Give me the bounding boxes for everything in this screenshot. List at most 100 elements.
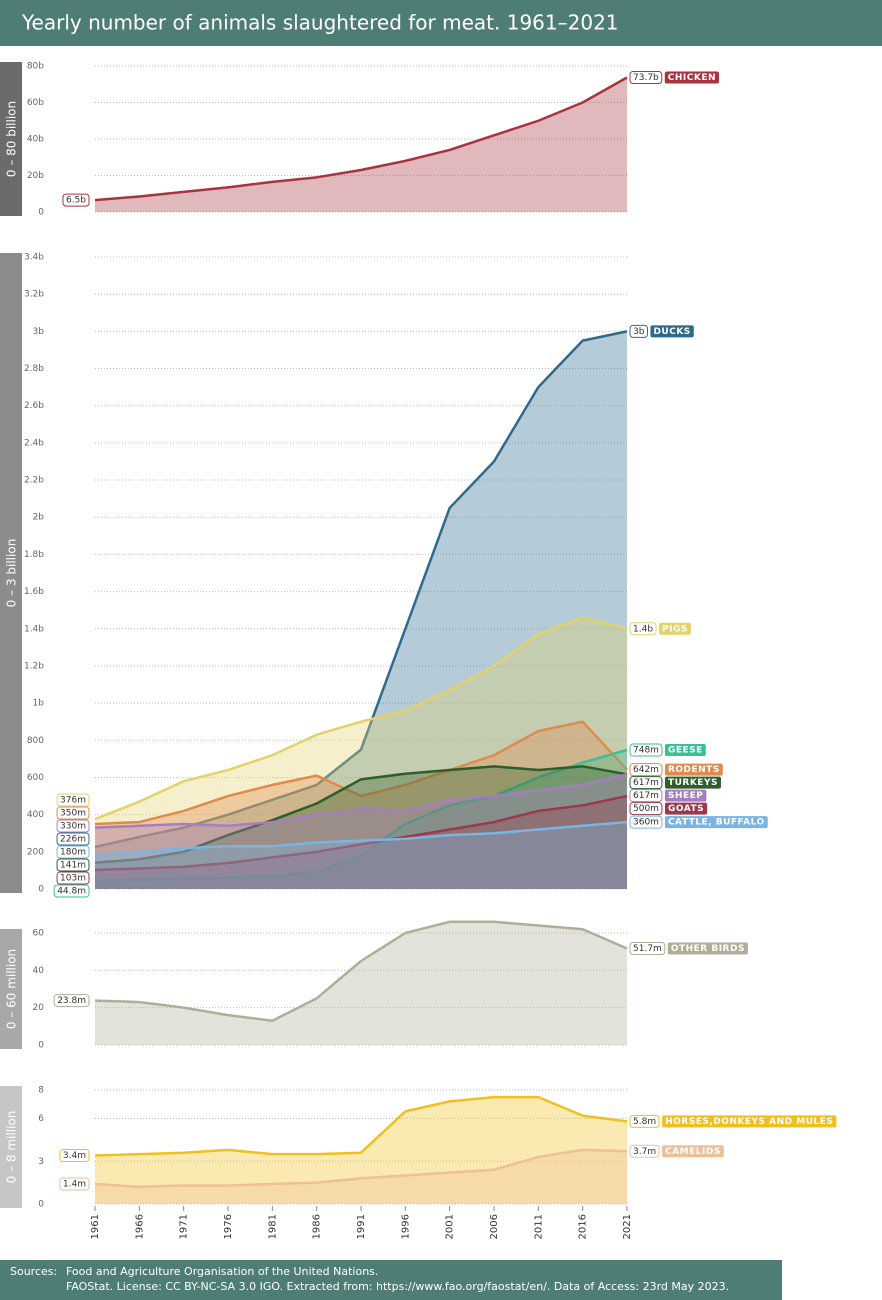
y-tick-label: 800	[27, 736, 44, 746]
value-label-box	[629, 622, 657, 636]
value-label-box	[56, 806, 90, 820]
footer-bar	[0, 1260, 782, 1300]
value-label-box	[59, 1177, 90, 1191]
footer-label: Sources:	[10, 1265, 57, 1278]
y-tick-label: 1.8b	[24, 550, 44, 560]
value-label: 360m	[633, 818, 659, 828]
y-tick-label: 20	[33, 1003, 45, 1013]
legend-label: PIGS	[662, 624, 688, 634]
footer-line: FAOStat. License: CC BY-NC-SA 3.0 IGO. E…	[66, 1280, 729, 1293]
scale-bar	[0, 1086, 22, 1208]
y-tick-label: 0	[38, 208, 44, 218]
value-label: 617m	[633, 778, 659, 788]
area	[95, 1097, 627, 1204]
area	[95, 822, 627, 889]
x-tick-label: 2011	[533, 1214, 544, 1239]
area	[95, 796, 627, 889]
legend-label: GEESE	[668, 745, 703, 755]
legend-box	[650, 325, 694, 338]
y-tick-label: 0	[38, 1041, 44, 1051]
line	[94, 616, 628, 821]
y-tick-label: 8	[38, 1086, 44, 1096]
y-tick-label: 1.6b	[24, 587, 44, 597]
value-label-box	[53, 994, 90, 1008]
value-label: 350m	[60, 809, 86, 819]
y-tick-label: 2.4b	[24, 438, 44, 448]
y-tick-label: 1.4b	[24, 624, 44, 634]
y-tick-label: 200	[27, 847, 44, 857]
legend-box	[662, 1115, 837, 1128]
legend-box	[664, 776, 721, 789]
value-label: 141m	[60, 861, 86, 871]
value-label-box	[629, 789, 663, 803]
x-tick-label: 2001	[445, 1214, 456, 1239]
legend-box	[664, 816, 768, 829]
scale-bar	[0, 62, 22, 216]
value-label-box	[56, 845, 90, 859]
area	[95, 1149, 627, 1204]
x-tick-label: 1976	[223, 1214, 234, 1239]
value-label-box	[56, 871, 90, 885]
value-label-box	[59, 1149, 90, 1163]
legend-label: DUCKS	[653, 327, 690, 337]
value-label: 1.4b	[633, 624, 653, 634]
legend-label: TURKEYS	[668, 778, 718, 788]
value-label: 330m	[60, 822, 86, 832]
legend-label: SHEEP	[668, 791, 703, 801]
value-label-box	[56, 819, 90, 833]
x-tick-label: 1991	[356, 1214, 367, 1239]
y-tick-label: 2.8b	[24, 364, 44, 374]
y-tick-label: 40	[33, 966, 45, 976]
scale-label: 0 – 3 billion	[5, 539, 19, 608]
x-tick-label: 2016	[578, 1214, 589, 1239]
value-label-box	[629, 763, 663, 777]
line	[94, 330, 628, 849]
y-tick-label: 400	[27, 810, 44, 820]
chart-title: Yearly number of animals slaughtered for…	[21, 11, 619, 35]
x-tick-label: 1966	[134, 1214, 145, 1239]
x-tick-label: 1961	[90, 1214, 101, 1239]
y-tick-label: 20b	[27, 171, 44, 181]
value-label: 500m	[633, 804, 659, 814]
line	[94, 720, 628, 826]
line	[94, 794, 628, 872]
value-label: 3.7m	[633, 1147, 656, 1157]
y-tick-label: 60	[33, 929, 45, 939]
value-label-box	[62, 193, 90, 207]
area	[95, 921, 627, 1045]
scale-bar	[0, 929, 22, 1049]
y-tick-label: 1.2b	[24, 661, 44, 671]
y-tick-label: 0	[38, 885, 44, 895]
line	[94, 76, 628, 202]
legend-box	[662, 1145, 724, 1158]
line	[94, 765, 628, 865]
x-tick-label: 1971	[179, 1214, 190, 1239]
value-label: 5.8m	[633, 1117, 656, 1127]
title-bar	[0, 0, 882, 46]
value-label: 51.7m	[633, 944, 662, 954]
value-label: 3.4m	[63, 1151, 86, 1161]
value-label: 44.8m	[57, 887, 86, 897]
value-label-box	[629, 1144, 660, 1158]
value-label-box	[56, 832, 90, 846]
legend-label: HORSES,DONKEYS AND MULES	[665, 1117, 833, 1127]
value-label: 103m	[60, 874, 86, 884]
y-tick-label: 2.6b	[24, 401, 44, 411]
value-label-box	[629, 941, 666, 955]
scale-label: 0 – 80 billion	[5, 101, 19, 177]
x-tick-label: 2021	[622, 1214, 633, 1239]
legend-label: CHICKEN	[668, 73, 716, 83]
value-label-box	[629, 743, 663, 757]
value-label: 180m	[60, 848, 86, 858]
y-tick-label: 60b	[27, 98, 44, 108]
legend-box	[667, 942, 748, 955]
line	[94, 820, 628, 857]
value-label-box	[53, 884, 90, 898]
y-tick-label: 1b	[33, 699, 45, 709]
y-tick-label: 3.2b	[24, 290, 44, 300]
line	[94, 1148, 628, 1189]
area	[95, 331, 627, 890]
x-tick-label: 2006	[489, 1214, 500, 1239]
value-label: 226m	[60, 835, 86, 845]
y-tick-label: 2.2b	[24, 476, 44, 486]
